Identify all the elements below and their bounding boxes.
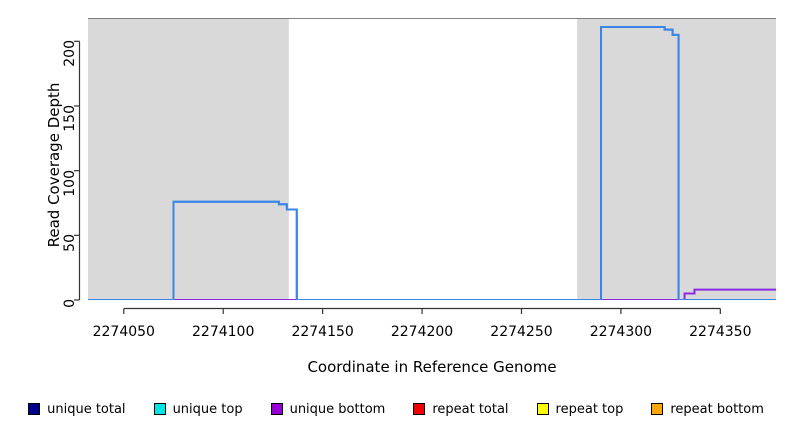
legend-swatch-repeat-total: [413, 403, 426, 415]
legend-item-unique-total[interactable]: unique total: [28, 401, 126, 417]
legend-label: unique top: [172, 401, 243, 417]
y-axis-title: Read Coverage Depth: [45, 82, 63, 248]
legend-item-repeat-top[interactable]: repeat top: [536, 401, 624, 417]
legend-label: repeat total: [432, 401, 509, 417]
legend-item-repeat-total[interactable]: repeat total: [413, 401, 509, 417]
legend-swatch-unique-top: [153, 403, 166, 415]
y-tick-label-100: 100: [62, 169, 78, 197]
legend-swatch-unique-bottom: [270, 403, 283, 415]
x-tick-label-2274150: 2274150: [291, 324, 354, 340]
legend: unique total unique top unique bottom repea…: [0, 398, 792, 420]
series-line-unique-bottom: [88, 288, 776, 300]
shaded-region-0: [88, 18, 289, 300]
x-tick-label-2274250: 2274250: [490, 324, 553, 340]
shaded-region-1: [577, 18, 776, 300]
series-line-unique-total: [88, 26, 776, 300]
x-tick-label-2274350: 2274350: [689, 324, 752, 340]
legend-item-unique-top[interactable]: unique top: [153, 401, 243, 417]
y-tick-label-50: 50: [62, 234, 78, 253]
x-tick-label-2274200: 2274200: [390, 324, 454, 340]
legend-label: repeat top: [555, 401, 624, 417]
legend-swatch-repeat-top: [536, 403, 549, 415]
legend-label: repeat bottom: [670, 401, 764, 417]
legend-swatch-unique-total: [28, 403, 41, 415]
legend-item-repeat-bottom[interactable]: repeat bottom: [651, 402, 764, 417]
x-tick-label-2274100: 2274100: [192, 324, 255, 340]
x-tick-label-2274300: 2274300: [589, 324, 653, 340]
legend-swatch-repeat-bottom: [651, 403, 664, 415]
x-axis-title: Coordinate in Reference Genome: [307, 358, 557, 376]
legend-item-unique-bottom[interactable]: unique bottom: [270, 401, 386, 417]
y-tick-label-150: 150: [62, 104, 78, 132]
legend-label: unique total: [47, 401, 126, 417]
plot-area: [88, 18, 776, 300]
coverage-plot-svg: [88, 18, 776, 300]
y-tick-label-200: 200: [62, 40, 78, 68]
x-tick-label-2274050: 2274050: [92, 324, 155, 340]
legend-label: unique bottom: [289, 401, 386, 417]
